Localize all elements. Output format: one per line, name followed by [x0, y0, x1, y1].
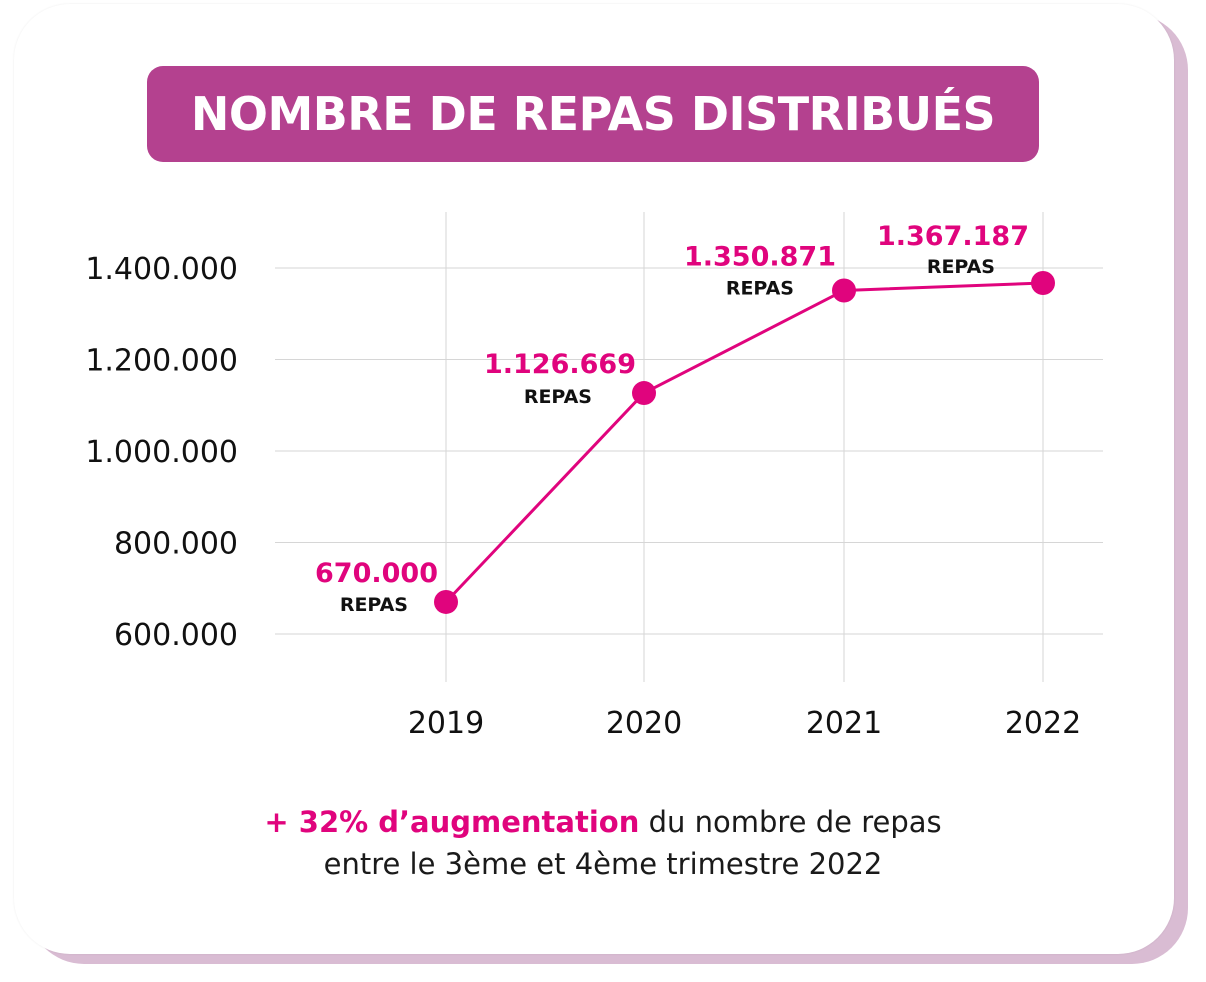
- data-value-label: 1.126.669: [484, 349, 636, 380]
- chart-card: [14, 4, 1174, 954]
- x-tick-label: 2019: [408, 706, 484, 741]
- data-point: [1031, 271, 1055, 296]
- horizontal-gridlines: [275, 267, 1103, 635]
- data-unit-label: REPAS: [524, 386, 592, 408]
- x-tick-label: 2021: [806, 706, 882, 741]
- data-value-label: 1.367.187: [877, 221, 1029, 252]
- data-unit-label: REPAS: [340, 594, 408, 616]
- x-tick-label: 2022: [1005, 706, 1081, 741]
- data-labels: 670.000 REPAS 1.126.669 REPAS 1.350.871 REPAS…: [315, 221, 1029, 616]
- y-tick-label: 1.000.000: [85, 435, 238, 470]
- y-axis-tick-labels: 600.000 800.000 1.000.000 1.200.000 1.400.00…: [85, 252, 238, 653]
- y-tick-label: 1.400.000: [85, 252, 238, 287]
- data-point: [632, 381, 656, 406]
- caption-line-1: + 32% d’augmentation du nombre de repas: [0, 808, 1206, 837]
- caption-line-2: entre le 3ème et 4ème trimestre 2022: [323, 847, 883, 881]
- data-point: [434, 589, 458, 614]
- title-banner: NOMBRE DE REPAS DISTRIBUÉS: [147, 66, 1039, 162]
- caption-highlight: + 32% d’augmentation: [264, 805, 640, 839]
- series-line: [444, 281, 1044, 604]
- y-tick-label: 1.200.000: [85, 344, 238, 379]
- series-line-group: [444, 281, 1044, 604]
- x-tick-label: 2020: [606, 706, 682, 741]
- data-unit-label: REPAS: [726, 277, 794, 299]
- data-points: [434, 271, 1055, 614]
- x-axis-tick-labels: 2019 2020 2021 2022: [408, 706, 1081, 741]
- data-value-label: 1.350.871: [684, 241, 836, 272]
- y-tick-label: 800.000: [114, 527, 238, 562]
- chart-title: NOMBRE DE REPAS DISTRIBUÉS: [190, 87, 996, 141]
- caption-rest: du nombre de repas: [639, 805, 942, 839]
- y-tick-label: 600.000: [114, 618, 238, 653]
- data-value-label: 670.000: [315, 558, 438, 589]
- data-point: [832, 278, 856, 303]
- data-unit-label: REPAS: [927, 256, 995, 278]
